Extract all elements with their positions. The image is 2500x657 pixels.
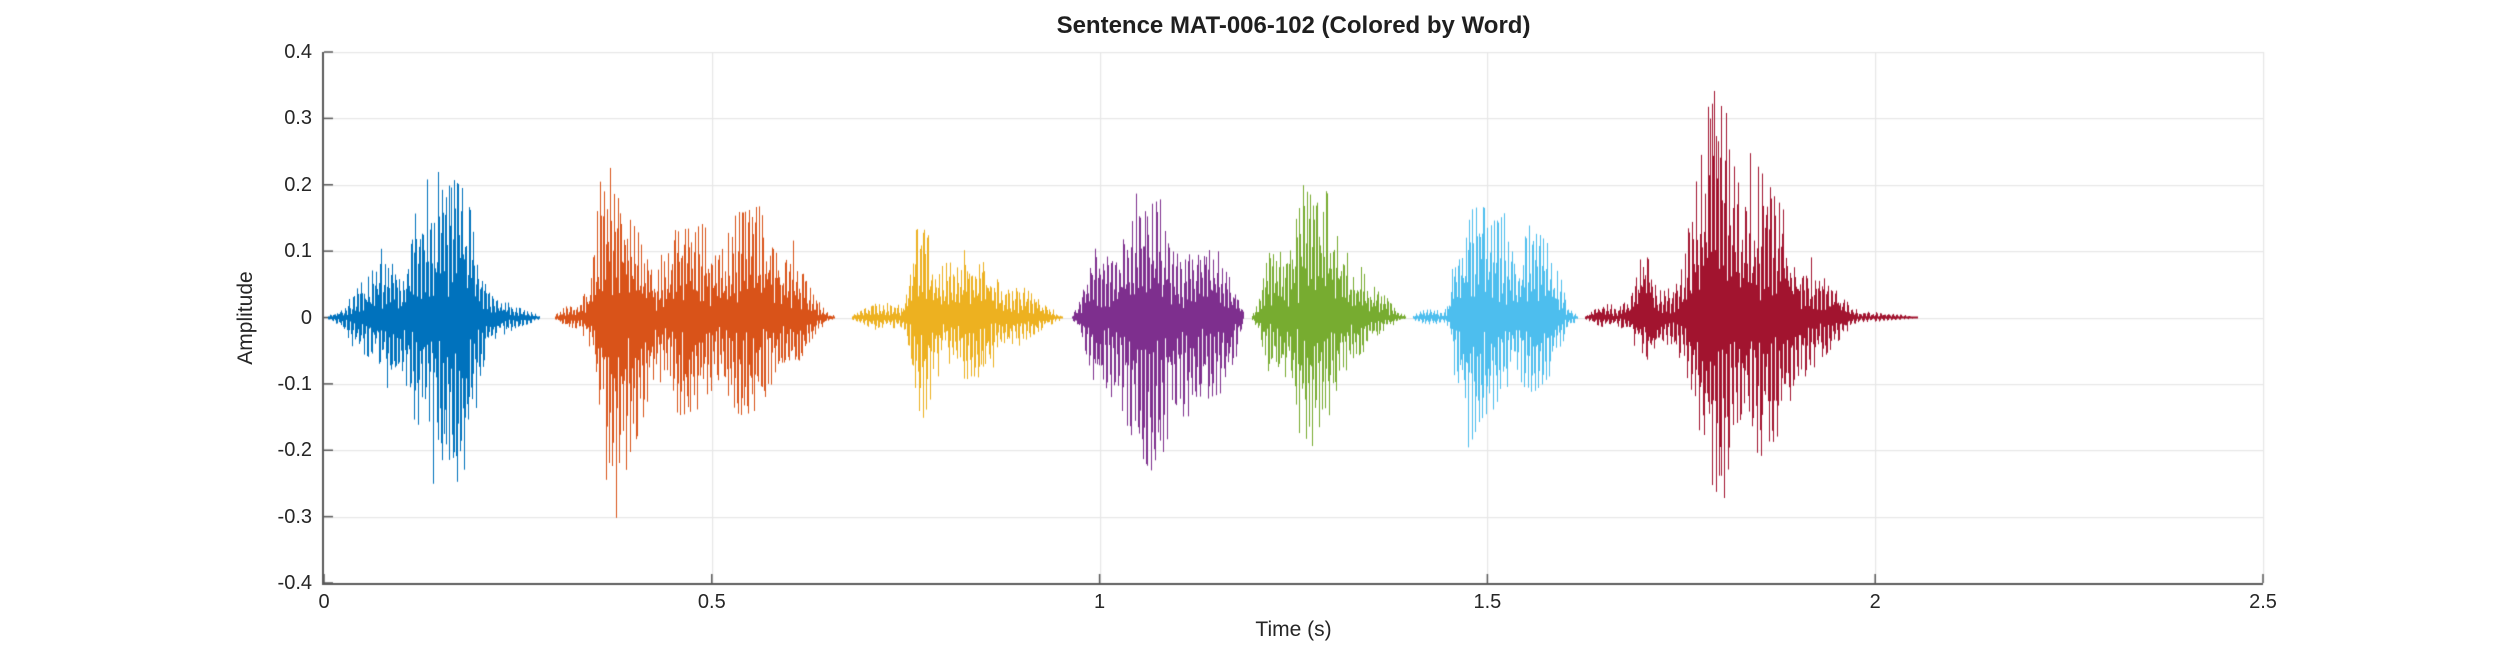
y-tick-label: 0.4 (284, 41, 312, 63)
chart-title: Sentence MAT-006-102 (Colored by Word) (1056, 12, 1531, 39)
x-tick-label: 0 (318, 591, 330, 613)
y-tick-label: -0.4 (277, 572, 312, 594)
x-tick-label: 2.5 (2249, 591, 2277, 613)
y-tick-label: 0 (300, 307, 312, 329)
x-tick-label: 1 (1094, 591, 1106, 613)
y-tick-label: -0.2 (277, 439, 312, 461)
x-tick-label: 2 (1869, 591, 1881, 613)
y-tick-label: 0.2 (284, 174, 312, 196)
y-tick-label: 0.1 (284, 240, 312, 262)
x-tick-label: 0.5 (697, 591, 726, 613)
y-tick-label: 0.3 (284, 107, 312, 129)
x-tick-label: 1.5 (1473, 591, 1502, 613)
y-tick-label: -0.1 (277, 373, 312, 395)
y-tick-label: -0.3 (277, 506, 312, 528)
x-axis-label: Time (s) (1255, 618, 1332, 641)
